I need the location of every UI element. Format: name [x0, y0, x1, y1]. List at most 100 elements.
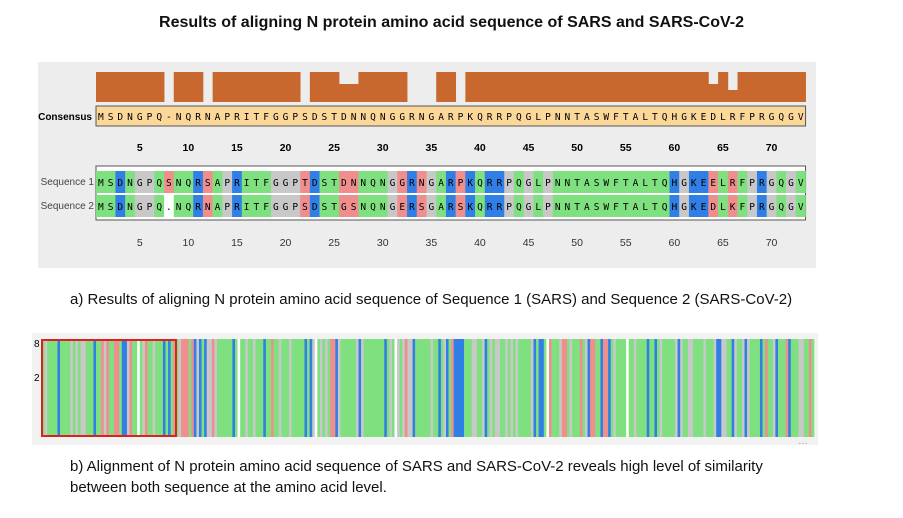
sequence-2-cell — [232, 195, 243, 217]
sequence-2-cell — [727, 195, 738, 217]
overview-column — [147, 339, 151, 437]
sequence-1-cell — [747, 171, 758, 193]
identity-bar — [698, 72, 709, 102]
overview-column — [453, 339, 457, 437]
overview-column — [319, 339, 323, 437]
sequence-2-cell — [475, 195, 486, 217]
sequence-2-residue: K — [467, 202, 473, 213]
overview-column — [458, 339, 462, 437]
consensus-residue: R — [195, 112, 201, 123]
consensus-residue: N — [351, 112, 357, 123]
sequence-1-residue: F — [740, 178, 746, 189]
overview-column — [605, 339, 609, 437]
sequence-1-residue: D — [117, 178, 123, 189]
overview-column — [227, 339, 231, 437]
overview-column — [633, 339, 637, 437]
overview-column — [353, 339, 357, 437]
sequence-2-residue: A — [633, 202, 639, 213]
sequence-1-cell — [251, 171, 262, 193]
overview-column — [399, 339, 403, 437]
overview-column — [301, 339, 305, 437]
sequence-2-residue: G — [137, 202, 143, 213]
sequence-2-cell — [582, 195, 593, 217]
overview-column — [713, 339, 717, 437]
overview-column — [384, 339, 388, 437]
identity-bar — [543, 72, 554, 102]
sequence-1-residue: V — [798, 178, 804, 189]
ruler-bottom-label: 50 — [571, 237, 583, 249]
identity-bar — [144, 72, 155, 102]
sequence-1-residue: R — [234, 178, 240, 189]
sequence-2-cell — [786, 195, 797, 217]
sequence-2-residue: P — [292, 202, 298, 213]
overview-column — [75, 339, 79, 437]
consensus-residue: I — [244, 112, 250, 123]
sequence-1-residue: L — [535, 178, 541, 189]
consensus-residue: P — [506, 112, 512, 123]
overview-column — [680, 339, 684, 437]
identity-bar — [270, 72, 282, 102]
sequence-2-residue: D — [312, 202, 318, 213]
overview-column — [255, 339, 259, 437]
overview-column — [124, 339, 128, 437]
sequence-2-cell — [494, 195, 505, 217]
overview-column — [492, 339, 496, 437]
identity-bar — [290, 72, 301, 102]
consensus-residue: Q — [477, 112, 483, 123]
sequence-1-cell — [572, 171, 583, 193]
overview-column — [662, 339, 666, 437]
ruler-bottom-label: 15 — [231, 237, 243, 249]
sequence-2-residue: G — [788, 202, 794, 213]
sequence-1-residue: T — [652, 178, 658, 189]
sequence-1-cell — [280, 171, 291, 193]
sequence-1-residue: G — [137, 178, 143, 189]
overview-column — [682, 339, 686, 437]
sequence-2-cell — [465, 195, 476, 217]
consensus-residue: R — [497, 112, 503, 123]
identity-bar — [601, 72, 612, 102]
overview-column — [772, 339, 776, 437]
sequence-2-residue: K — [691, 202, 697, 213]
overview-column — [271, 339, 274, 437]
overview-column — [582, 339, 586, 437]
identity-bar — [630, 72, 641, 102]
overview-column — [312, 339, 316, 437]
sequence-2-residue: N — [565, 202, 571, 213]
sequence-2-cell — [377, 195, 388, 217]
overview-column — [103, 339, 107, 437]
overview-column — [518, 339, 521, 437]
caption-a: a) Results of aligning N protein amino a… — [70, 291, 793, 308]
consensus-residue: G — [681, 112, 687, 123]
sequence-2-residue: G — [428, 202, 434, 213]
sequence-2-residue: F — [263, 202, 269, 213]
overview-column — [456, 339, 460, 437]
consensus-residue: D — [710, 112, 716, 123]
overview-column — [523, 339, 527, 437]
overview-column — [96, 339, 99, 437]
overview-column — [391, 339, 395, 437]
sequence-1-residue: S — [594, 178, 600, 189]
sequence-2-residue: N — [176, 202, 182, 213]
consensus-residue: N — [205, 112, 211, 123]
sequence-2-cell — [601, 195, 612, 217]
overview-column — [402, 339, 406, 437]
sequence-1-cell — [465, 171, 476, 193]
sequence-1-residue: K — [467, 178, 473, 189]
sequence-2-residue: T — [331, 202, 337, 213]
overview-column — [438, 339, 442, 437]
sequence-1-cell — [562, 171, 573, 193]
sequence-2-residue: D — [117, 202, 123, 213]
overview-column — [209, 339, 213, 437]
sequence-2-cell — [115, 195, 126, 217]
overview-column — [373, 339, 377, 437]
overview-column — [126, 339, 130, 437]
sequence-1-cell — [319, 171, 330, 193]
ruler-top-label: 40 — [474, 142, 486, 154]
overview-column — [664, 339, 668, 437]
overview-column — [108, 339, 112, 437]
overview-column — [592, 339, 596, 437]
sequence-1-cell — [630, 171, 641, 193]
overview-column — [489, 339, 493, 437]
sequence-2-cell — [591, 195, 602, 217]
caption-b: b) Alignment of N protein amino acid seq… — [70, 456, 830, 498]
